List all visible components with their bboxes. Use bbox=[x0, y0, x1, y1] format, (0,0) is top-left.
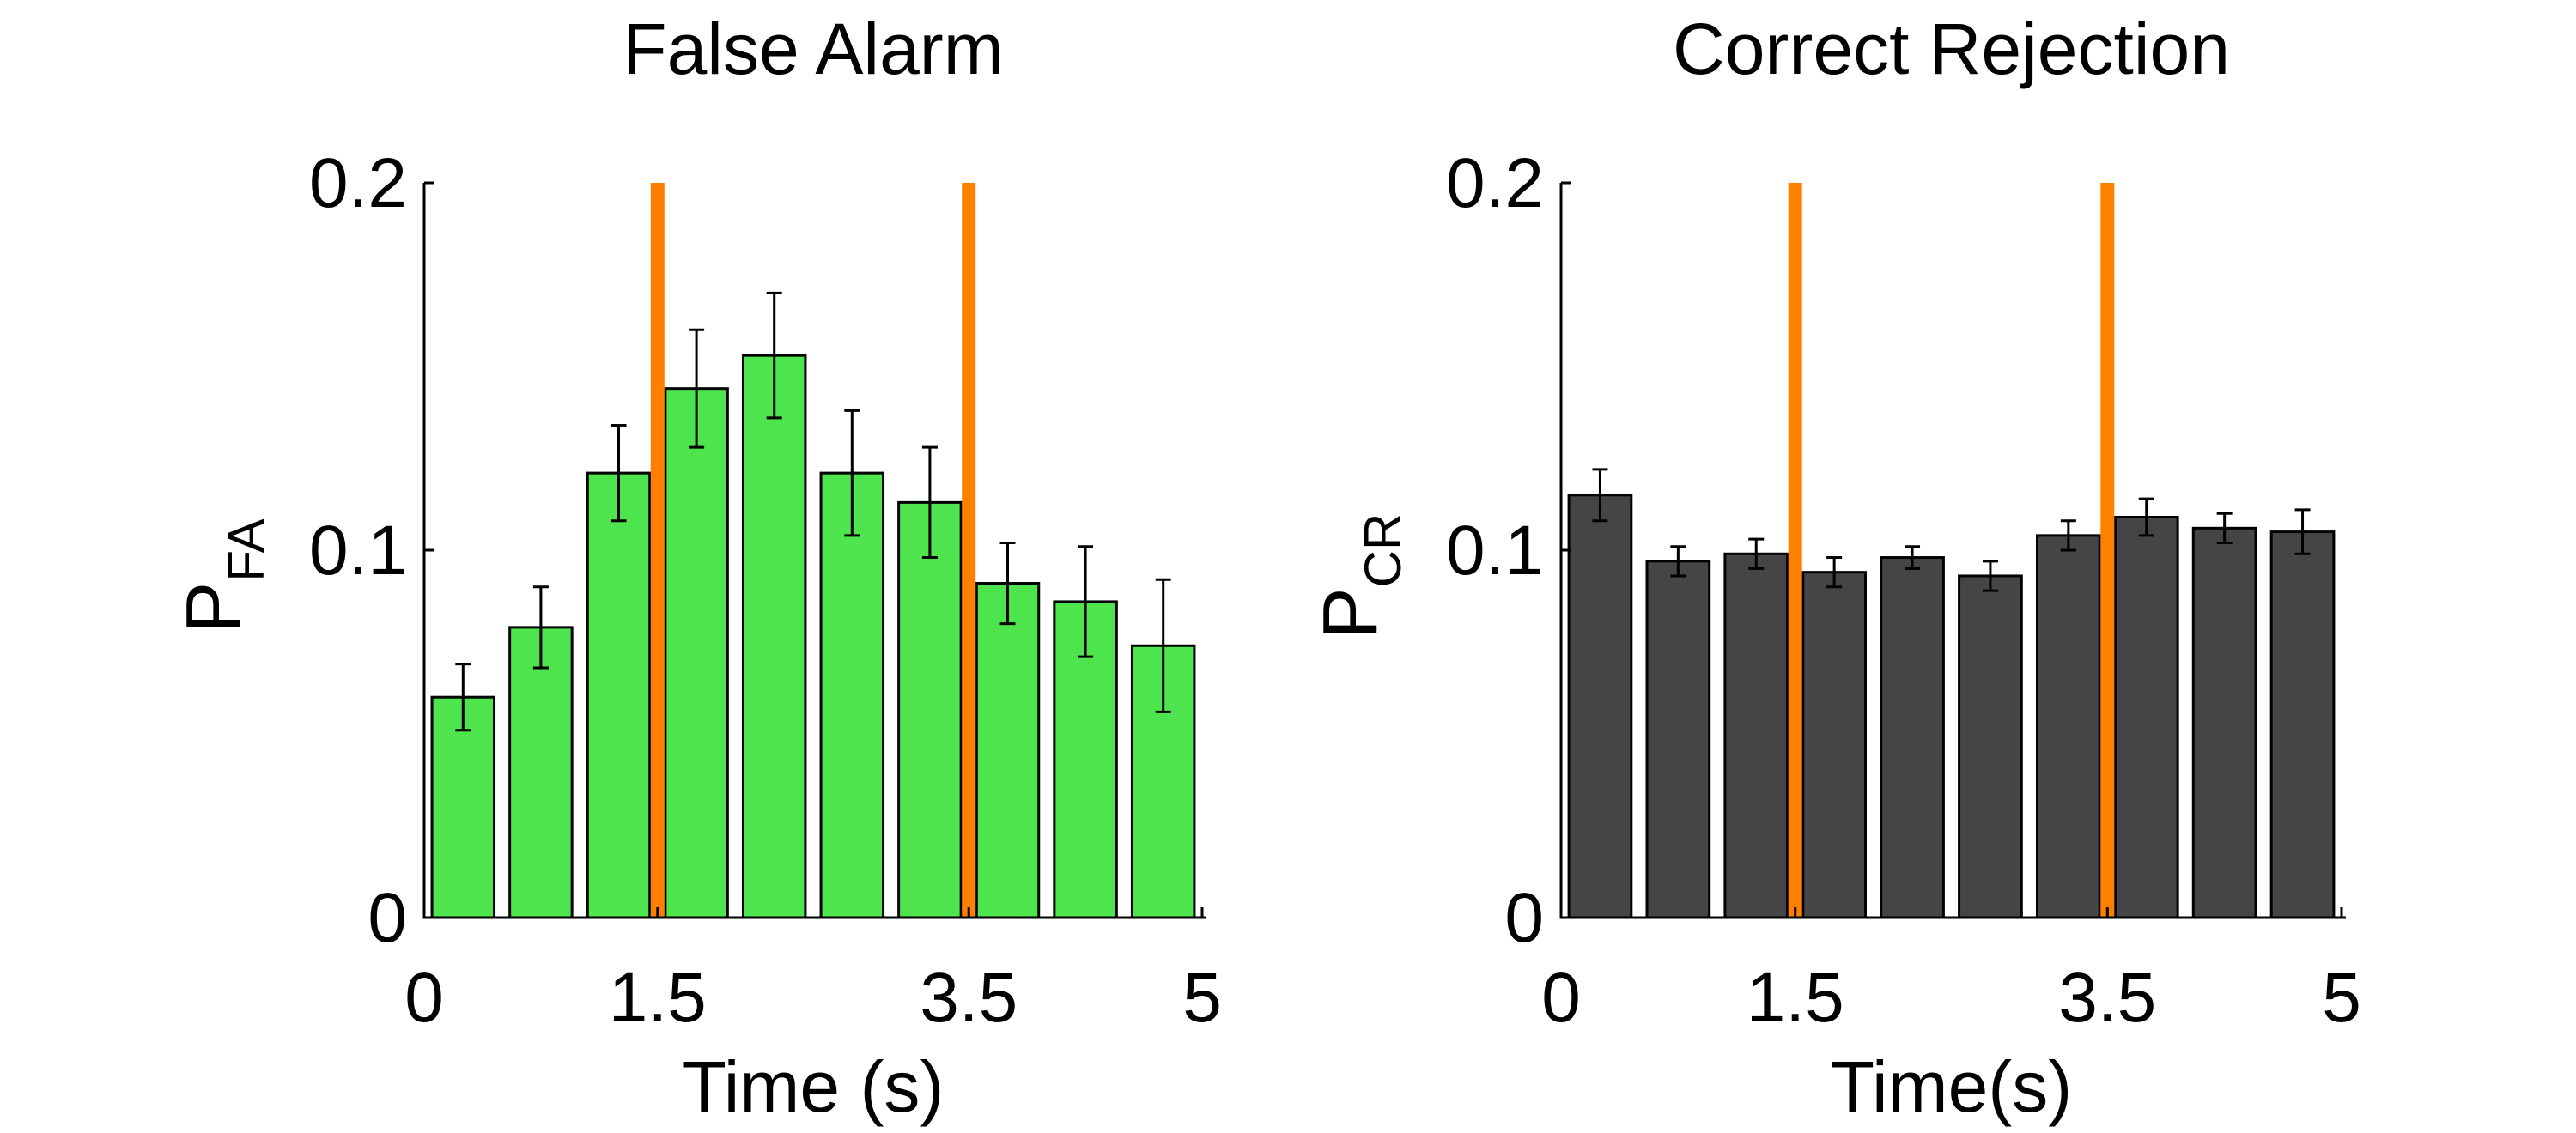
x-axis-label: Time (s) bbox=[683, 1046, 945, 1127]
y-axis-label-subscript: CR bbox=[1354, 513, 1412, 588]
x-tick-label-3: 5 bbox=[1182, 959, 1222, 1037]
error-bar-3 bbox=[689, 328, 705, 449]
error-bar-0 bbox=[455, 663, 471, 732]
y-tick-label-0: 0 bbox=[1504, 879, 1544, 957]
bar-1 bbox=[508, 626, 574, 919]
bar-2 bbox=[1723, 552, 1789, 919]
bar-6 bbox=[2035, 534, 2101, 919]
bar-7 bbox=[975, 582, 1041, 919]
y-axis-label-main: P bbox=[171, 582, 257, 633]
bar-0 bbox=[1567, 494, 1633, 919]
error-bar-7 bbox=[999, 541, 1016, 626]
bar-0 bbox=[430, 695, 496, 919]
error-bar-6 bbox=[2060, 519, 2076, 552]
x-axis-label: Time(s) bbox=[1831, 1046, 2073, 1127]
bar-8 bbox=[2191, 526, 2257, 919]
x-tick-label-1: 1.5 bbox=[609, 959, 707, 1037]
bar-7 bbox=[2113, 515, 2179, 919]
y-axis-label: PCR bbox=[1308, 513, 1412, 639]
y-axis-label: PFA bbox=[171, 518, 275, 633]
y-tick-label-2: 0.2 bbox=[1446, 144, 1544, 222]
bar-2 bbox=[586, 471, 652, 919]
bar-5 bbox=[1958, 574, 2023, 919]
error-bar-6 bbox=[921, 445, 938, 560]
error-bar-1 bbox=[532, 585, 549, 670]
y-tick-label-1: 0.1 bbox=[309, 512, 407, 590]
bar-3 bbox=[664, 387, 729, 919]
bar-5 bbox=[819, 471, 885, 919]
x-tick-label-2: 3.5 bbox=[920, 959, 1018, 1037]
bar-9 bbox=[2269, 530, 2336, 919]
error-bar-8 bbox=[1078, 545, 1094, 658]
chart-title: False Alarm bbox=[623, 9, 1003, 89]
y-tick-label-1: 0.1 bbox=[1446, 512, 1544, 590]
x-tick-label-3: 5 bbox=[2322, 959, 2361, 1037]
y-tick-label-0: 0 bbox=[368, 879, 407, 957]
bar-4 bbox=[1880, 556, 1945, 919]
x-tick-label-2: 3.5 bbox=[2058, 959, 2156, 1037]
error-bar-2 bbox=[1748, 537, 1765, 570]
error-bar-2 bbox=[611, 423, 627, 523]
error-bar-9 bbox=[1155, 578, 1171, 713]
error-bar-3 bbox=[1826, 556, 1843, 589]
chart-title: Correct Rejection bbox=[1673, 9, 2230, 89]
y-axis-label-subscript: FA bbox=[217, 518, 275, 581]
x-tick-label-1: 1.5 bbox=[1747, 959, 1844, 1037]
error-bar-9 bbox=[2294, 508, 2311, 555]
error-bar-4 bbox=[1905, 545, 1921, 570]
y-tick-label-2: 0.2 bbox=[309, 144, 407, 222]
error-bar-8 bbox=[2216, 512, 2233, 544]
error-bar-0 bbox=[1592, 468, 1608, 523]
x-tick-label-0: 0 bbox=[404, 959, 444, 1037]
x-tick-label-0: 0 bbox=[1541, 959, 1581, 1037]
error-bar-7 bbox=[2138, 497, 2154, 537]
bar-6 bbox=[897, 500, 963, 919]
y-axis-label-main: P bbox=[1308, 587, 1394, 639]
error-bar-5 bbox=[1982, 560, 1998, 592]
bar-3 bbox=[1801, 571, 1868, 919]
bar-1 bbox=[1645, 560, 1711, 919]
bar-4 bbox=[741, 354, 807, 919]
panel-correct-rejection: Correct Rejection 0 0.1 0.2 0 1.5 3.5 5 Time(s) P… bbox=[1308, 9, 2361, 1127]
error-bar-4 bbox=[766, 291, 782, 420]
error-bar-5 bbox=[844, 409, 860, 537]
error-bar-1 bbox=[1670, 545, 1686, 578]
panel-false-alarm: False Alarm 0 0.1 0.2 0 1.5 3.5 5 Time (s) PFA bbox=[171, 9, 1222, 1127]
